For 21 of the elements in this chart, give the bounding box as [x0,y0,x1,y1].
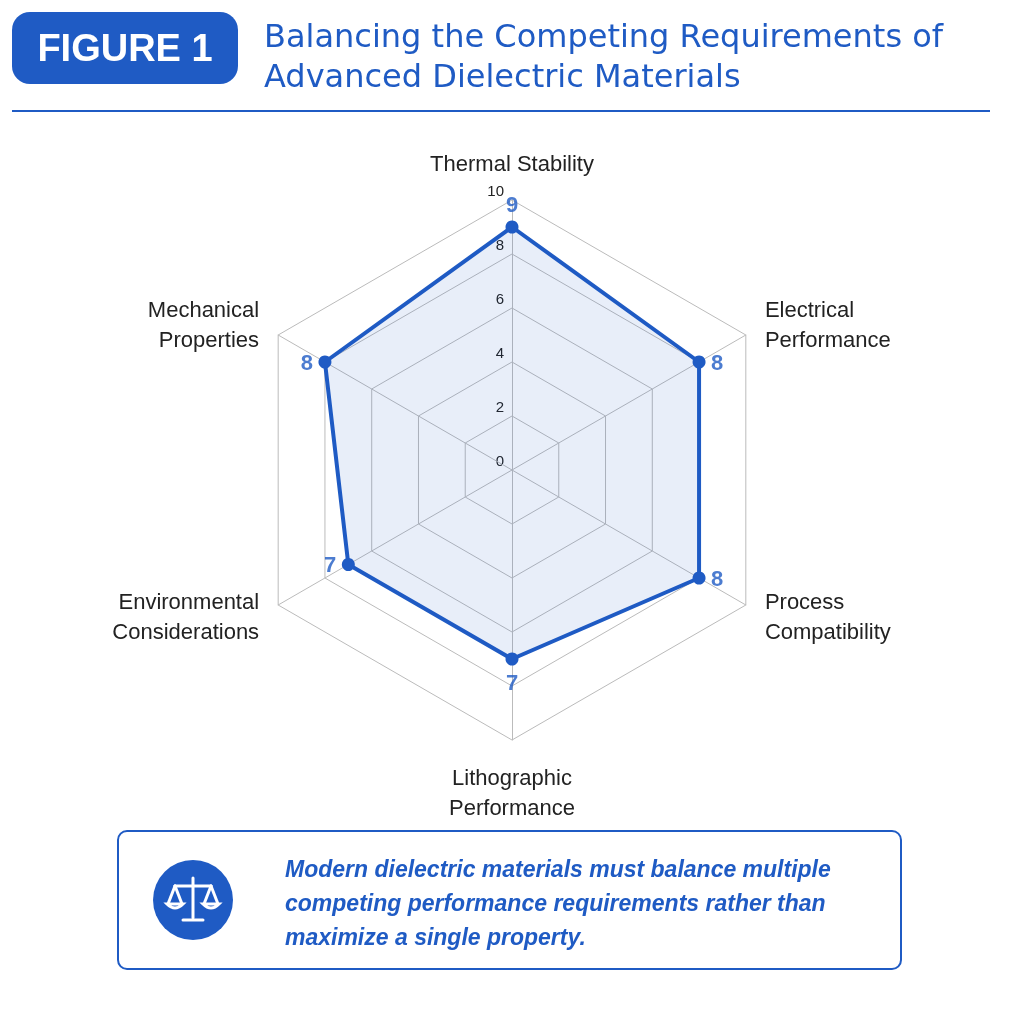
spoke-label: Thermal Stability [430,150,594,176]
data-label: 7 [505,669,519,695]
text: Modern dielectric materials must balance multiple competing performance requirements rather than maximize a single property. [285,855,832,952]
y-tick-label: 8 [495,235,504,253]
spoke-label: Electrical Performance [764,296,891,352]
caption: FIGURE 1 [12,12,238,84]
y-tick-label: 10 [487,181,504,199]
data-label: 9 [505,191,519,217]
data-label: 8 [300,349,313,375]
y-tick-label: 0 [495,451,504,469]
spoke-label: Mechanical Properties [147,296,260,352]
spoke-label: Process Compatibility [764,588,891,644]
y-tick-label: 4 [495,343,504,361]
y-tick-label: 2 [495,397,504,415]
spoke-label: Environmental Considerations [112,588,260,644]
data-label: 7 [324,552,337,577]
data-label: 8 [711,565,724,591]
spoke-label: Lithographic Performance [449,764,575,820]
chart-title: Balancing the Competing Requirements of Advanced Dielectric Materials [264,16,945,96]
y-tick-label: 6 [495,289,504,307]
data-label: 8 [711,349,724,375]
